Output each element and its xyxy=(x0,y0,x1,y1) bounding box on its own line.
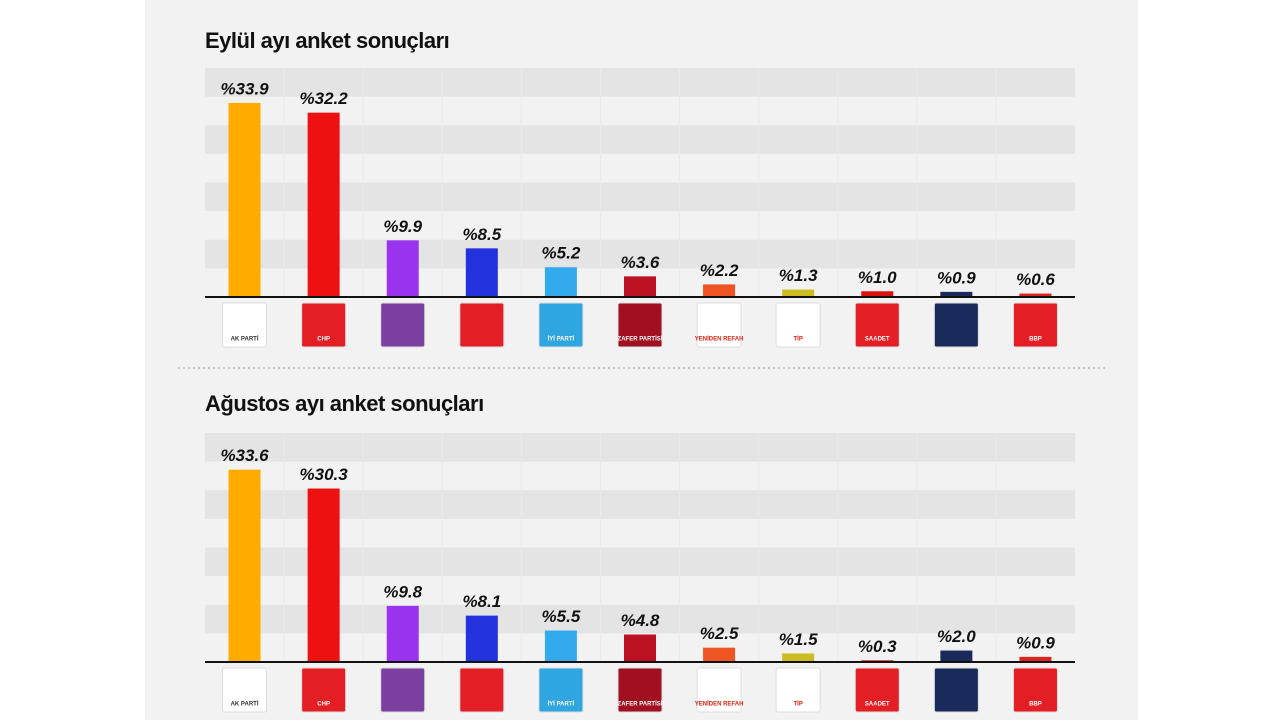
party-logo xyxy=(301,302,347,348)
x-tick-label: TİP xyxy=(794,336,803,343)
value-label: %5.5 xyxy=(542,607,581,626)
party-logo xyxy=(222,667,268,713)
value-label: %2.0 xyxy=(937,627,976,646)
party-logo xyxy=(933,667,979,713)
bar xyxy=(703,647,736,662)
x-tick-label: ZAFER PARTİSİ xyxy=(618,701,663,708)
party-logo xyxy=(933,302,979,348)
bar xyxy=(940,291,973,297)
stripe xyxy=(205,68,1075,97)
party-logo xyxy=(696,302,742,348)
chart-title: Ağustos ayı anket sonuçları xyxy=(205,391,484,416)
party-logo xyxy=(1012,667,1058,713)
bar xyxy=(307,112,340,297)
party-logo xyxy=(380,302,426,348)
bar xyxy=(624,634,656,662)
value-label: %9.8 xyxy=(383,582,422,601)
x-tick-label: ZAFER PARTİSİ xyxy=(618,336,663,343)
value-label: %8.1 xyxy=(462,592,501,611)
x-tick-label: TİP xyxy=(794,701,803,708)
x-tick-label: BBP xyxy=(1029,337,1042,343)
party-logo xyxy=(1012,302,1058,348)
party-logo xyxy=(775,667,821,713)
x-tick-label: İYİ PARTİ xyxy=(548,336,575,343)
value-label: %4.8 xyxy=(621,611,660,630)
bar xyxy=(940,650,973,662)
value-label: %2.2 xyxy=(700,261,739,280)
value-label: %9.9 xyxy=(383,217,422,236)
x-tick-label: YENİDEN REFAH xyxy=(695,701,744,708)
value-label: %0.9 xyxy=(1016,633,1055,652)
value-label: %33.6 xyxy=(220,446,269,465)
bar xyxy=(782,289,815,297)
value-label: %32.2 xyxy=(300,89,349,108)
party-logo xyxy=(222,302,268,348)
value-label: %1.3 xyxy=(779,266,818,285)
stripe xyxy=(205,604,1075,634)
party-logo xyxy=(617,302,663,348)
party-logo xyxy=(459,302,505,348)
party-logo xyxy=(854,302,900,348)
x-tick-label: CHP xyxy=(317,702,330,708)
bar xyxy=(703,284,736,297)
bar xyxy=(782,653,815,662)
party-logo xyxy=(459,667,505,713)
value-label: %33.9 xyxy=(220,79,269,98)
x-tick-label: AK PARTİ xyxy=(231,701,259,708)
stripe xyxy=(205,125,1075,154)
bar xyxy=(861,291,894,297)
x-tick-label: BBP xyxy=(1029,702,1042,708)
stripe xyxy=(205,239,1075,269)
value-label: %0.3 xyxy=(858,637,897,656)
chart-title: Eylül ayı anket sonuçları xyxy=(205,28,449,53)
value-label: %3.6 xyxy=(621,253,660,272)
stripe xyxy=(205,490,1075,519)
value-label: %1.5 xyxy=(779,630,818,649)
x-tick-label: İYİ PARTİ xyxy=(548,701,575,708)
value-label: %0.9 xyxy=(937,268,976,287)
party-logo xyxy=(854,667,900,713)
bar xyxy=(307,488,340,662)
party-logo xyxy=(696,667,742,713)
x-tick-label: CHP xyxy=(317,337,330,343)
value-label: %0.6 xyxy=(1016,270,1055,289)
value-label: %2.5 xyxy=(700,624,739,643)
bar xyxy=(386,240,419,297)
value-label: %8.5 xyxy=(462,225,501,244)
x-tick-label: SAADET xyxy=(865,702,890,708)
bar xyxy=(228,102,261,297)
party-logo xyxy=(380,667,426,713)
bar xyxy=(465,615,498,662)
stripe xyxy=(205,433,1075,462)
bar xyxy=(228,469,261,662)
x-tick-label: SAADET xyxy=(865,337,890,343)
x-tick-label: AK PARTİ xyxy=(231,336,259,343)
bar xyxy=(544,267,577,297)
bar xyxy=(624,276,656,297)
bar xyxy=(465,248,498,297)
stripe xyxy=(205,547,1075,577)
x-tick-label: YENİDEN REFAH xyxy=(695,336,744,343)
party-logo xyxy=(301,667,347,713)
party-logo xyxy=(538,667,584,713)
party-logo xyxy=(617,667,663,713)
party-logo xyxy=(775,302,821,348)
party-logo xyxy=(538,302,584,348)
bar xyxy=(1019,293,1052,297)
value-label: %1.0 xyxy=(858,268,897,287)
bar xyxy=(386,605,419,662)
bar xyxy=(544,630,577,662)
bar xyxy=(1019,656,1052,662)
value-label: %5.2 xyxy=(542,244,581,263)
value-label: %30.3 xyxy=(300,465,349,484)
stripe xyxy=(205,182,1075,212)
